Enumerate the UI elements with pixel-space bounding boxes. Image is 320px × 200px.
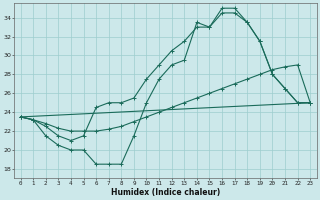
X-axis label: Humidex (Indice chaleur): Humidex (Indice chaleur)	[111, 188, 220, 197]
